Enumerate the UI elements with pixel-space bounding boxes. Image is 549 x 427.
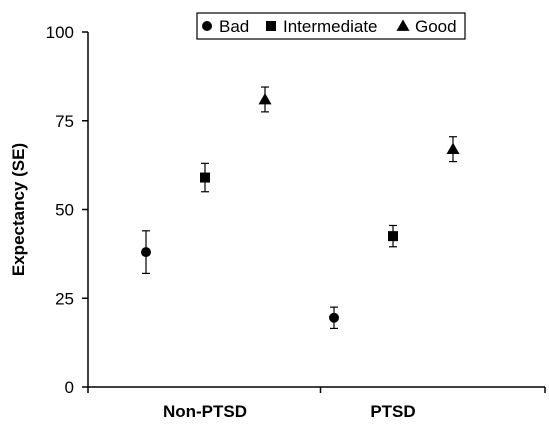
y-tick-label: 50 <box>55 201 74 220</box>
legend-label: Intermediate <box>283 17 378 36</box>
legend-box <box>196 12 466 40</box>
x-category-label: Non-PTSD <box>163 402 247 421</box>
y-tick-label: 0 <box>65 378 74 397</box>
legend-label: Good <box>415 17 457 36</box>
legend: Bad Intermediate Good <box>196 12 466 40</box>
legend-marker-circle <box>202 21 212 31</box>
legend-marker-square <box>266 21 276 31</box>
y-tick-label: 75 <box>55 112 74 131</box>
data-point-circle <box>329 312 339 323</box>
y-tick-label: 25 <box>55 289 74 308</box>
data-marks <box>141 86 460 330</box>
data-point-circle <box>141 247 151 258</box>
legend-marker-triangle <box>396 19 410 31</box>
y-tick-label: 100 <box>46 23 74 42</box>
data-point-triangle <box>258 92 272 105</box>
axes: 0 25 50 75 100 Non-PTSD PTSD Expectancy (SE) <box>9 23 546 421</box>
data-point-square <box>200 172 210 183</box>
data-point-triangle <box>446 142 460 155</box>
data-point-square <box>388 231 398 242</box>
legend-label: Bad <box>219 17 249 36</box>
x-category-label: PTSD <box>370 402 415 421</box>
y-axis-title: Expectancy (SE) <box>9 143 28 276</box>
